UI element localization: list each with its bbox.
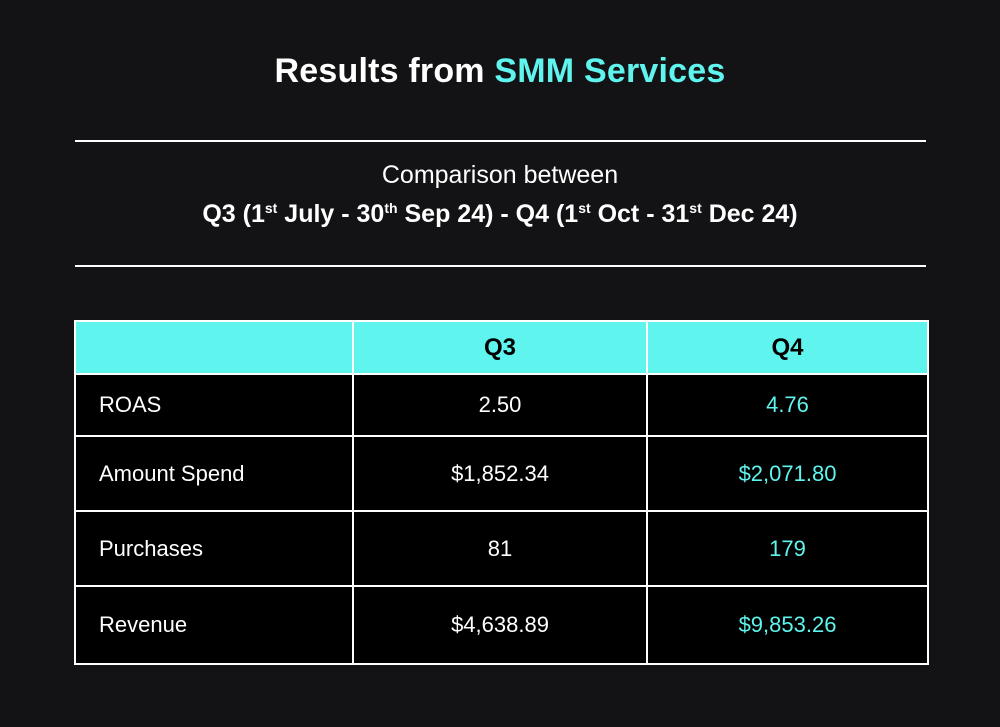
page-title: Results from SMM Services (0, 52, 1000, 91)
row-q4-value: 179 (646, 510, 929, 587)
q3-range-label: Q3 (1 (202, 200, 265, 228)
header-q3: Q3 (352, 320, 648, 375)
row-q3-value: 2.50 (352, 373, 648, 437)
q3-end-ordinal: th (384, 200, 398, 216)
table-row: Revenue $4,638.89 $9,853.26 (74, 585, 929, 665)
q4-end-ordinal: st (689, 200, 702, 216)
q3-range-tail: Sep 24) - Q4 (1 (397, 200, 579, 228)
header-metric (74, 320, 354, 375)
q4-range-tail: Dec 24) (701, 200, 798, 228)
divider-top (75, 140, 926, 142)
table-row: Amount Spend $1,852.34 $2,071.80 (74, 435, 929, 512)
table-row: ROAS 2.50 4.76 (74, 373, 929, 437)
results-table: Q3 Q4 ROAS 2.50 4.76 Amount Spend $1,852… (74, 320, 929, 665)
row-q3-value: 81 (352, 510, 648, 587)
subtitle-line-2: Q3 (1st July - 30th Sep 24) - Q4 (1st Oc… (0, 200, 1000, 229)
q4-range-mid: Oct - 31 (590, 200, 690, 228)
row-metric-label: Revenue (74, 585, 354, 665)
subtitle-line-1: Comparison between (381, 161, 619, 189)
table-row: Purchases 81 179 (74, 510, 929, 587)
row-metric-label: Purchases (74, 510, 354, 587)
divider-bottom (75, 265, 926, 267)
table-header-row: Q3 Q4 (74, 320, 929, 375)
title-highlight: SMM Services (494, 52, 726, 90)
title-prefix: Results from (274, 52, 495, 90)
row-q4-value: $9,853.26 (646, 585, 929, 665)
q3-start-ordinal: st (264, 200, 278, 216)
row-metric-label: ROAS (74, 373, 354, 437)
q4-start-ordinal: st (578, 200, 591, 216)
row-q4-value: $2,071.80 (646, 435, 929, 512)
row-q4-value: 4.76 (646, 373, 929, 437)
row-q3-value: $4,638.89 (352, 585, 648, 665)
q3-range-mid: July - 30 (277, 200, 385, 228)
row-metric-label: Amount Spend (74, 435, 354, 512)
row-q3-value: $1,852.34 (352, 435, 648, 512)
header-q4: Q4 (646, 320, 929, 375)
